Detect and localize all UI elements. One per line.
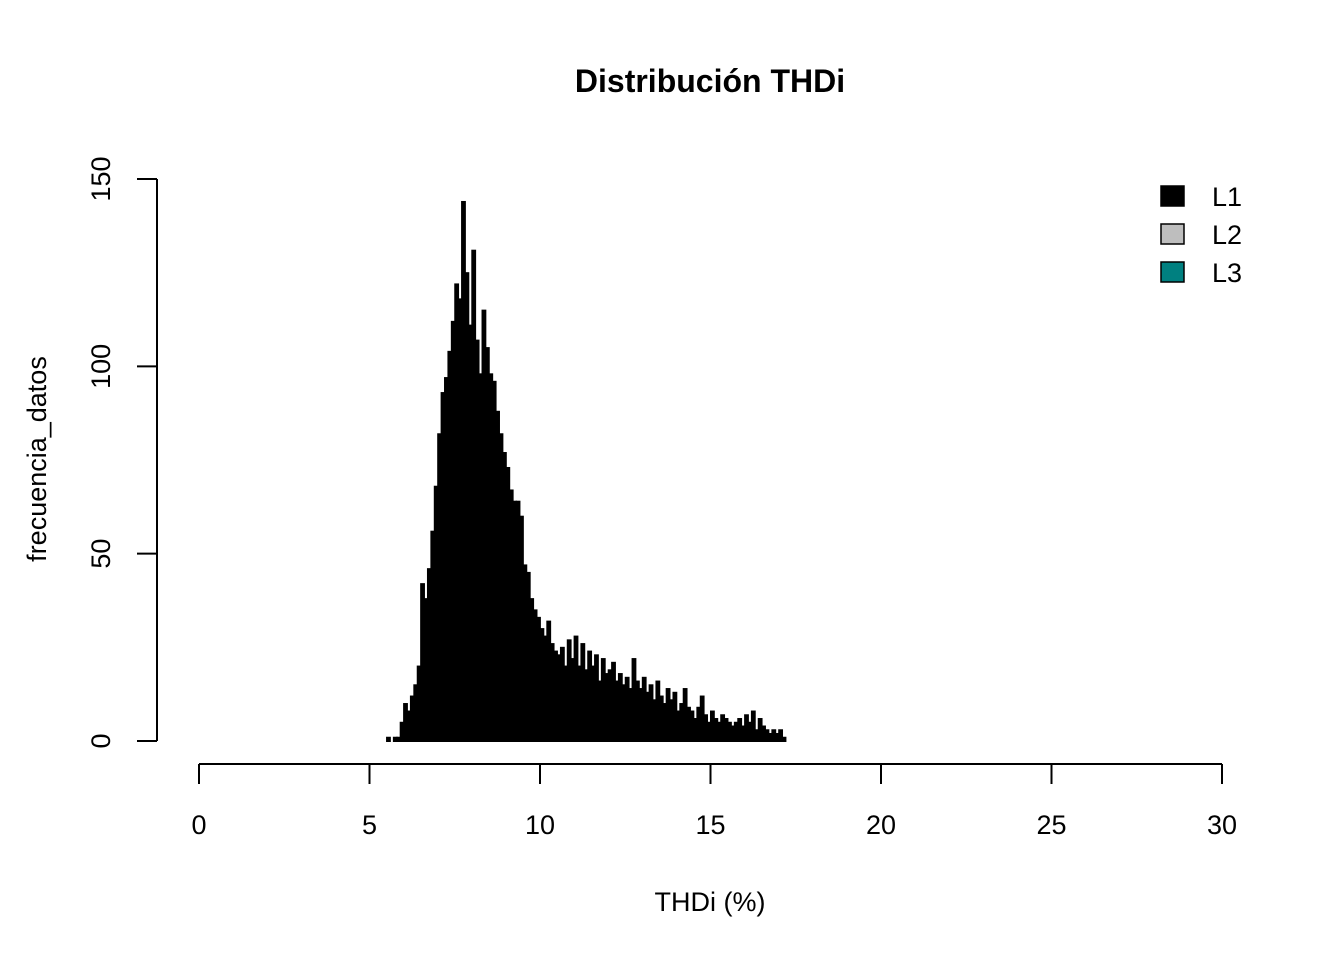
x-tick-label: 15 bbox=[695, 810, 725, 840]
y-axis: 0 50 100 150 bbox=[86, 156, 158, 749]
legend-swatch bbox=[1160, 223, 1185, 245]
x-tick-label: 10 bbox=[525, 810, 555, 840]
y-tick-label: 50 bbox=[86, 539, 116, 569]
bars-group bbox=[386, 200, 787, 743]
legend-label: L3 bbox=[1212, 258, 1242, 288]
histogram-bar bbox=[750, 710, 756, 743]
histogram-bar bbox=[781, 736, 787, 742]
y-tick-label: 150 bbox=[86, 156, 116, 201]
x-tick-label: 30 bbox=[1207, 810, 1237, 840]
x-axis-label: THDi (%) bbox=[655, 887, 766, 917]
x-tick-label: 5 bbox=[362, 810, 377, 840]
y-axis-label: frecuencia_datos bbox=[22, 356, 52, 562]
histogram-bar bbox=[778, 729, 784, 743]
y-tick-label: 100 bbox=[86, 344, 116, 389]
legend: L1 L2 L3 bbox=[1160, 182, 1242, 288]
x-axis: 0 5 10 15 20 25 30 bbox=[191, 763, 1237, 840]
x-tick-label: 25 bbox=[1036, 810, 1066, 840]
legend-label: L2 bbox=[1212, 220, 1242, 250]
legend-label: L1 bbox=[1212, 182, 1242, 212]
x-tick-label: 0 bbox=[191, 810, 206, 840]
legend-swatch bbox=[1160, 261, 1185, 283]
y-tick-label: 0 bbox=[86, 733, 116, 748]
histogram-bar bbox=[386, 736, 391, 742]
chart-title: Distribución THDi bbox=[575, 63, 845, 99]
legend-swatch bbox=[1160, 185, 1185, 207]
x-tick-label: 20 bbox=[866, 810, 896, 840]
